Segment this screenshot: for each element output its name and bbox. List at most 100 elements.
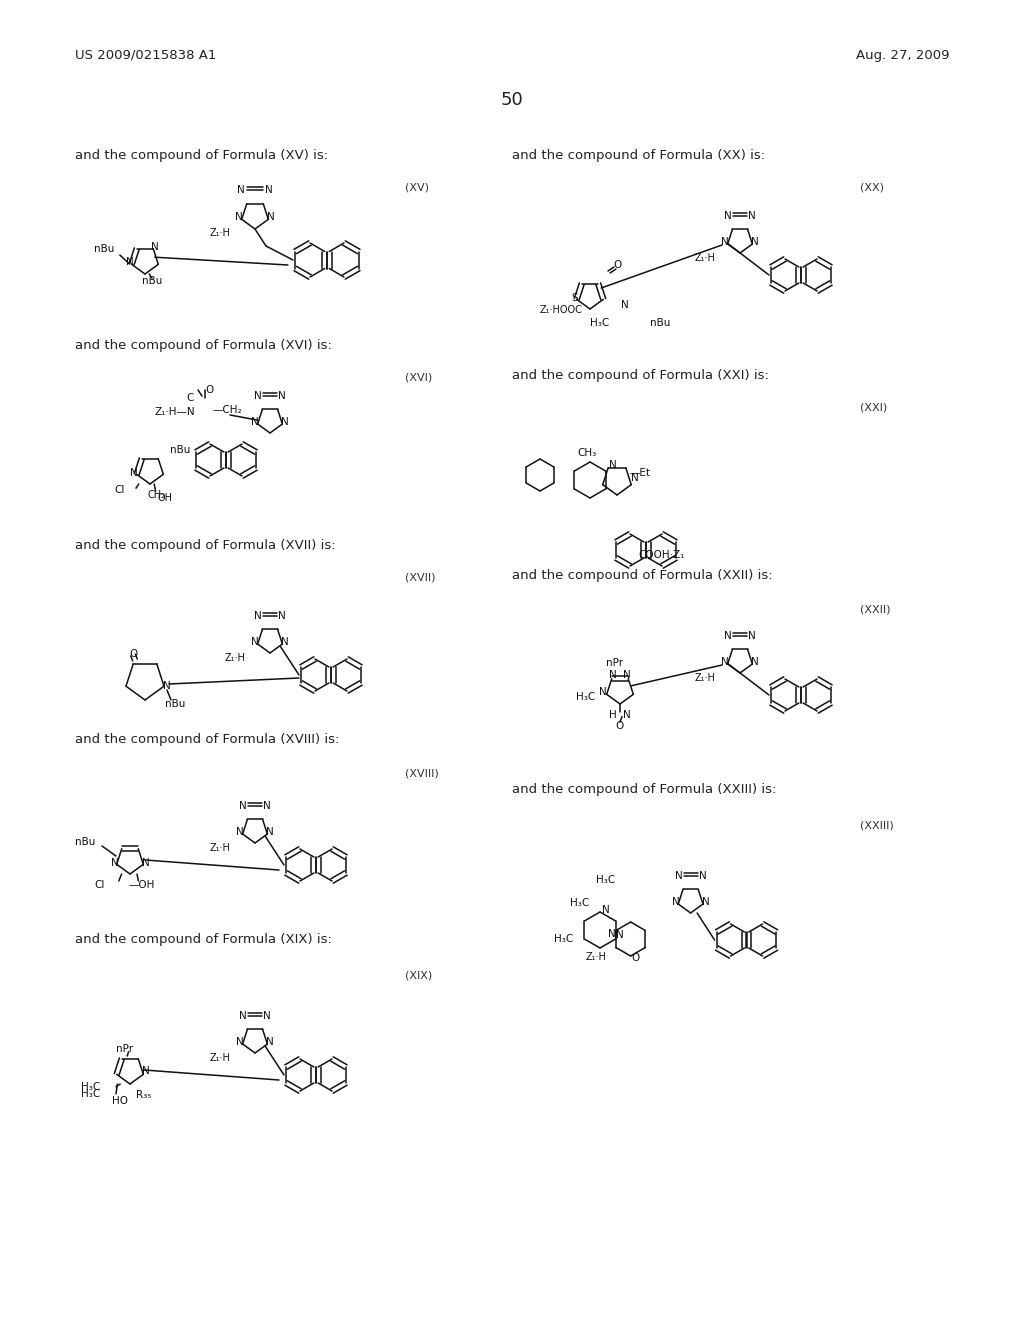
Text: N: N [608,459,616,470]
Text: N: N [240,1011,247,1020]
Text: N: N [266,828,273,837]
Text: Z₁·H—N: Z₁·H—N [155,407,195,417]
Text: —CH₂: —CH₂ [212,405,242,414]
Text: N: N [752,238,759,247]
Text: CH₂: CH₂ [148,490,166,500]
Text: Z₁·H: Z₁·H [694,673,716,682]
Text: N: N [721,238,729,247]
Text: N: N [237,828,244,837]
Text: R₃₅: R₃₅ [136,1090,152,1100]
Text: (XXI): (XXI) [860,403,887,413]
Text: N: N [282,638,289,647]
Text: N: N [608,929,615,939]
Text: N: N [749,211,756,220]
Text: N: N [698,871,707,880]
Text: nBu: nBu [165,700,185,709]
Text: (XXIII): (XXIII) [860,820,894,830]
Text: N: N [282,417,289,426]
Text: nBu: nBu [94,244,115,253]
Text: and the compound of Formula (XV) is:: and the compound of Formula (XV) is: [75,149,328,161]
Text: N: N [675,871,682,880]
Text: N: N [163,681,171,690]
Text: H₃C: H₃C [575,692,595,702]
Text: H₃C: H₃C [554,935,573,944]
Text: N: N [240,801,247,810]
Text: N: N [151,243,159,252]
Text: N: N [724,211,732,220]
Text: Z₁·H: Z₁·H [210,1053,230,1063]
Text: N: N [701,898,710,907]
Text: N: N [624,669,631,680]
Text: (XVIII): (XVIII) [406,768,438,777]
Text: N: N [279,611,286,620]
Text: nBu: nBu [75,837,95,847]
Text: N: N [724,631,732,642]
Text: O: O [613,260,623,271]
Text: COOH·Z₁: COOH·Z₁ [639,550,685,560]
Text: (XV): (XV) [406,183,429,193]
Text: N: N [672,898,680,907]
Text: Z₁·HOOC: Z₁·HOOC [540,305,583,315]
Text: CH₃: CH₃ [578,447,597,458]
Text: (XVI): (XVI) [406,374,432,383]
Text: N: N [237,1038,244,1047]
Text: and the compound of Formula (XVII) is:: and the compound of Formula (XVII) is: [75,539,336,552]
Text: and the compound of Formula (XVIII) is:: and the compound of Formula (XVIII) is: [75,734,339,747]
Text: Z₁·H: Z₁·H [210,228,230,238]
Text: N: N [236,213,243,222]
Text: and the compound of Formula (XIX) is:: and the compound of Formula (XIX) is: [75,933,332,946]
Text: Z₁·H: Z₁·H [224,653,246,663]
Text: H₃C: H₃C [596,875,615,884]
Text: N: N [265,185,272,195]
Text: N: N [631,473,639,483]
Text: N: N [279,391,286,401]
Text: S: S [571,293,578,304]
Text: N: N [251,417,259,426]
Text: and the compound of Formula (XX) is:: and the compound of Formula (XX) is: [512,149,765,161]
Text: N: N [601,906,609,915]
Text: N: N [263,801,271,810]
Text: (XXII): (XXII) [860,605,891,615]
Text: H₃C: H₃C [81,1082,100,1092]
Text: N: N [126,257,133,267]
Text: nBu: nBu [141,276,162,286]
Text: H₃C: H₃C [570,898,589,908]
Text: HO: HO [112,1096,128,1106]
Text: and the compound of Formula (XXIII) is:: and the compound of Formula (XXIII) is: [512,784,776,796]
Text: N: N [111,858,119,867]
Text: N: N [141,1067,150,1076]
Text: and the compound of Formula (XXII) is:: and the compound of Formula (XXII) is: [512,569,773,582]
Text: 50: 50 [501,91,523,110]
Text: N: N [721,657,729,667]
Text: nBu: nBu [650,318,670,327]
Text: H₃C: H₃C [81,1089,100,1098]
Text: Cl: Cl [94,880,105,890]
Text: Z₁·H: Z₁·H [694,253,716,263]
Text: Cl: Cl [115,484,125,495]
Text: Z₁·H: Z₁·H [585,952,606,962]
Text: (XIX): (XIX) [406,970,432,979]
Text: N: N [624,710,631,721]
Text: N: N [599,686,607,697]
Text: (XX): (XX) [860,183,884,193]
Text: N: N [609,669,616,680]
Text: (XVII): (XVII) [406,573,435,583]
Text: N: N [615,931,624,940]
Text: Aug. 27, 2009: Aug. 27, 2009 [856,49,950,62]
Text: and the compound of Formula (XXI) is:: and the compound of Formula (XXI) is: [512,368,769,381]
Text: N: N [622,300,629,310]
Text: nPr: nPr [606,659,624,668]
Text: N: N [749,631,756,642]
Text: and the compound of Formula (XVI) is:: and the compound of Formula (XVI) is: [75,338,332,351]
Text: N: N [141,858,150,867]
Text: C: C [186,393,194,403]
Text: H: H [609,710,616,721]
Text: N: N [238,185,245,195]
Text: N: N [752,657,759,667]
Text: O: O [206,385,214,395]
Text: nBu: nBu [170,445,190,455]
Text: US 2009/0215838 A1: US 2009/0215838 A1 [75,49,216,62]
Text: N: N [254,611,262,620]
Text: O: O [129,649,137,659]
Text: N: N [267,213,274,222]
